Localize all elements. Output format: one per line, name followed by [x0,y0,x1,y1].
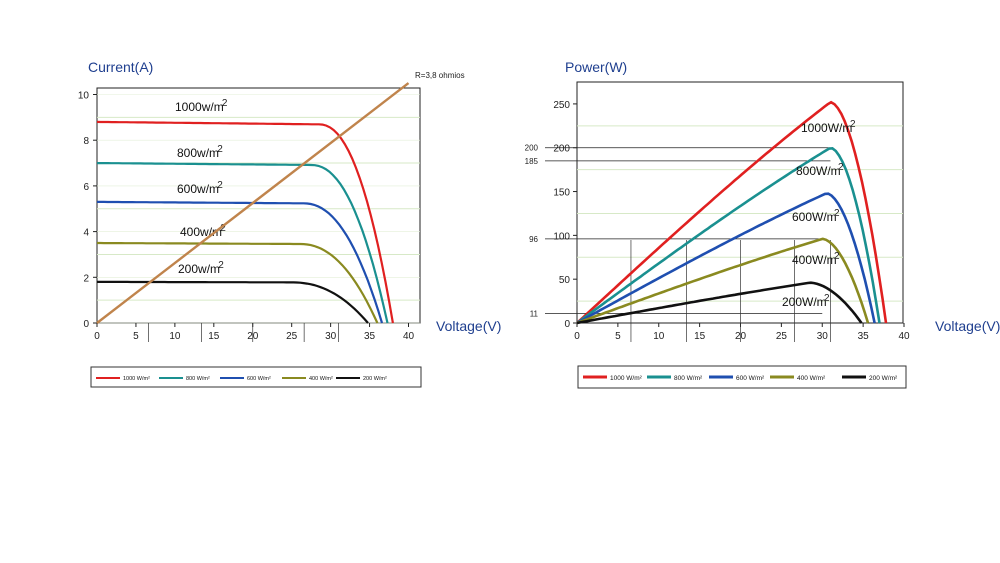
legend-label: 600 W/m² [247,376,271,382]
power-curve-5 [576,281,863,325]
x-axis-label: Voltage(V) [436,318,501,334]
x-tick-label: 20 [247,331,259,342]
curve-label: 200W/m [782,295,827,309]
iv-chart: 0 2 4 6 8 10 0 5 10 15 20 25 30 35 40 Current(A) Voltage… [78,59,501,388]
curve-label: 800W/m [796,164,841,178]
curve-label: 400W/m [792,253,837,267]
y-tick-label: 200 [553,144,570,155]
curve-label: 200w/m [178,262,220,276]
y-tick-label: 250 [553,100,570,111]
curve-label-superscript: 2 [834,251,840,262]
iv-curve-2 [97,162,389,324]
x-tick-label: 10 [653,331,665,342]
x-tick-label: 40 [403,331,415,342]
x-tick-label: 25 [286,331,298,342]
curve-label: 600w/m [177,182,219,196]
legend-label: 200 W/m² [869,375,898,382]
x-tick-label: 5 [133,331,139,342]
x-tick-label: 5 [615,331,621,342]
y-tick-label: 2 [83,273,89,284]
x-tick-label: 15 [694,331,706,342]
power-curve-2 [576,146,881,325]
curve-label-superscript: 2 [824,293,830,304]
iv-curve-3 [97,200,384,324]
x-tick-label: 35 [858,331,870,342]
y-tick-label: 0 [83,319,89,330]
iv-curve-1 [96,120,394,324]
plot-frame [96,87,421,324]
y-tick-label: 0 [564,319,570,330]
legend-label: 800 W/m² [674,375,703,382]
annotation-label: 96 [529,235,538,244]
legend-label: 1000 W/m² [123,376,150,382]
annotation-label: 11 [530,309,539,318]
legend-box [577,365,907,389]
x-tick-label: 0 [94,331,100,342]
legend-label: 800 W/m² [186,376,210,382]
curve-label-superscript: 2 [222,98,228,109]
load-line-label: R=3,8 ohmios [415,71,465,80]
curve-label-superscript: 2 [850,119,856,130]
iv-curve-4 [97,241,379,324]
y-tick-label: 100 [553,231,570,242]
y-tick-label: 8 [83,136,89,147]
legend-label: 200 W/m² [363,376,387,382]
curve-label-superscript: 2 [218,260,224,271]
legend-label: 400 W/m² [797,375,826,382]
x-tick-label: 10 [169,331,181,342]
legend-label: 1000 W/m² [610,375,643,382]
y-axis-label: Power(W) [565,59,627,75]
legend-label: 400 W/m² [309,376,333,382]
x-tick-label: 25 [776,331,788,342]
curve-label: 1000w/m [175,100,224,114]
curve-label-superscript: 2 [217,180,223,191]
x-tick-label: 30 [325,331,337,342]
legend-box [90,366,422,388]
iv-curve-5 [97,280,369,324]
power-curve-1 [576,100,888,324]
power-curve-4 [576,237,870,325]
x-tick-label: 0 [574,331,580,342]
legend-label: 600 W/m² [736,375,765,382]
curve-label-superscript: 2 [217,144,223,155]
x-tick-label: 15 [208,331,220,342]
x-tick-label: 30 [817,331,829,342]
curve-label-superscript: 2 [838,162,844,173]
curve-label: 800w/m [177,146,219,160]
curve-label-superscript: 2 [220,223,226,234]
annotation-label: 200 [525,144,539,153]
y-tick-label: 10 [78,91,90,102]
x-tick-label: 40 [898,331,910,342]
y-tick-label: 4 [83,228,89,239]
y-tick-label: 50 [559,275,571,286]
x-axis-label: Voltage(V) [935,318,1000,334]
curve-label: 600W/m [792,210,837,224]
power-curve-3 [576,192,876,325]
curve-label-superscript: 2 [834,208,840,219]
annotation-label: 185 [525,157,539,166]
x-tick-label: 35 [364,331,376,342]
curve-label: 1000W/m [801,121,852,135]
y-tick-label: 6 [83,182,89,193]
y-tick-label: 150 [553,188,570,199]
load-line [96,82,410,324]
y-axis-label: Current(A) [88,59,153,75]
